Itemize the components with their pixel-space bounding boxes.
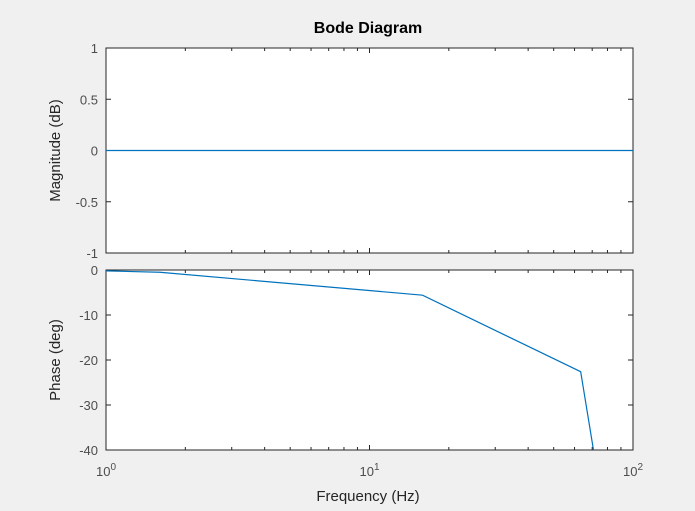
magnitude-y-axis-label: Magnitude (dB)	[47, 99, 64, 202]
x-tick-label: 100	[96, 462, 116, 479]
magnitude-y-tick-label: -0.5	[76, 195, 98, 210]
x-tick-label: 102	[623, 462, 643, 479]
magnitude-y-tick-label: 0.5	[80, 92, 98, 107]
phase-y-tick-label: -30	[79, 398, 98, 413]
phase-y-tick-label: 0	[91, 263, 98, 278]
phase-y-tick-label: -20	[79, 353, 98, 368]
magnitude-y-tick-label: 0	[91, 144, 98, 159]
phase-panel: 0 -10 -20 -30 -40 Phase (deg) 100 101 102	[47, 263, 643, 479]
chart-title: Bode Diagram	[314, 20, 422, 37]
phase-y-tick-label: -40	[79, 443, 98, 458]
phase-series-line	[105, 270, 595, 451]
magnitude-panel: 1 0.5 0 -0.5 -1 Magnitude (dB)	[47, 41, 634, 261]
magnitude-y-tick-label: -1	[86, 246, 98, 261]
x-axis-label: Frequency (Hz)	[316, 488, 419, 505]
magnitude-y-tick-label: 1	[91, 41, 98, 56]
phase-axes-frame	[105, 269, 634, 451]
x-tick-label: 101	[359, 462, 379, 479]
phase-y-tick-label: -10	[79, 308, 98, 323]
phase-y-axis-label: Phase (deg)	[47, 319, 64, 401]
